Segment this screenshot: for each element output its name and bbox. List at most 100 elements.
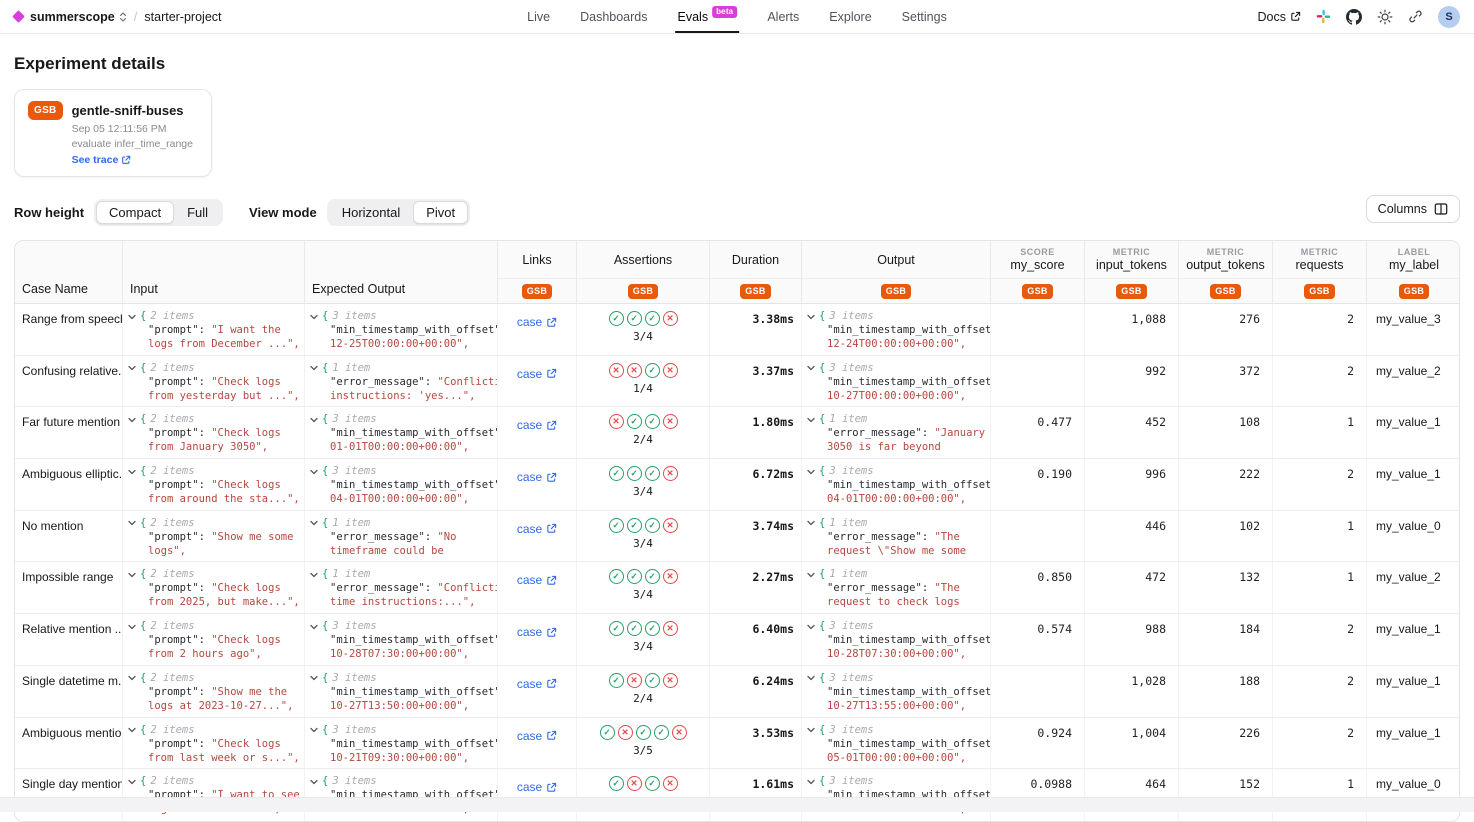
chevron-down-icon[interactable] [807, 313, 815, 320]
chevron-down-icon[interactable] [128, 416, 136, 423]
chevron-down-icon[interactable] [310, 364, 318, 371]
output-cell[interactable]: { 3 items "min_timestamp_with_offset" 05… [802, 769, 991, 821]
output-cell[interactable]: { 3 items "min_timestamp_with_offset" 10… [802, 665, 991, 717]
docs-link[interactable]: Docs [1258, 10, 1301, 24]
chevron-down-icon[interactable] [310, 519, 318, 526]
col-header-my-score[interactable]: SCORE my_score [991, 241, 1085, 279]
case-link[interactable]: case [517, 522, 557, 536]
col-header-links[interactable]: Links [498, 241, 577, 279]
view-mode-pivot-button[interactable]: Pivot [413, 201, 469, 224]
theme-toggle-button[interactable] [1377, 9, 1393, 25]
col-header-input-tokens[interactable]: METRIC input_tokens [1085, 241, 1179, 279]
col-header-output[interactable]: Output [802, 241, 991, 279]
expected-output-cell[interactable]: { 3 items "min_timestamp_with_offset" 10… [305, 717, 498, 769]
expected-output-cell[interactable]: { 1 item "error_message": "Conflicting i… [305, 355, 498, 407]
chevron-down-icon[interactable] [128, 674, 136, 681]
table-row[interactable]: Ambiguous mention { 2 items "prompt": "C… [15, 717, 1459, 770]
col-header-input[interactable]: Input [123, 241, 305, 303]
chevron-down-icon[interactable] [310, 778, 318, 785]
nav-item-dashboards[interactable]: Dashboards [580, 9, 648, 24]
table-row[interactable]: Far future mention { 2 items "prompt": "… [15, 407, 1459, 460]
row-height-full-button[interactable]: Full [174, 201, 221, 224]
output-cell[interactable]: { 3 items "min_timestamp_with_offset" 10… [802, 355, 991, 407]
expected-output-cell[interactable]: { 3 items "min_timestamp_with_offset" 04… [305, 459, 498, 510]
col-header-requests[interactable]: METRIC requests [1273, 241, 1367, 279]
table-row[interactable]: Ambiguous elliptic... { 2 items "prompt"… [15, 459, 1459, 511]
input-cell[interactable]: { 2 items "prompt": "Show me the logs at… [123, 665, 305, 717]
output-cell[interactable]: { 3 items "min_timestamp_with_offset" 10… [802, 614, 991, 665]
expected-output-cell[interactable]: { 3 items "min_timestamp_with_offset" 05… [305, 769, 498, 821]
expected-output-cell[interactable]: { 1 item "error_message": "No timeframe … [305, 510, 498, 562]
output-cell[interactable]: { 3 items "min_timestamp_with_offset" 05… [802, 717, 991, 769]
output-cell[interactable]: { 3 items "min_timestamp_with_offset" 04… [802, 459, 991, 510]
expected-output-cell[interactable]: { 3 items "min_timestamp_with_offset" 10… [305, 665, 498, 717]
chevron-down-icon[interactable] [128, 726, 136, 733]
col-header-duration[interactable]: Duration [710, 241, 802, 279]
case-link[interactable]: case [517, 315, 557, 329]
expected-output-cell[interactable]: { 3 items "min_timestamp_with_offset" 01… [305, 407, 498, 459]
github-button[interactable] [1346, 8, 1362, 25]
output-cell[interactable]: { 1 item "error_message": "The request t… [802, 562, 991, 614]
table-row[interactable]: Confusing relative... { 2 items "prompt"… [15, 355, 1459, 408]
chevron-down-icon[interactable] [128, 364, 136, 371]
output-cell[interactable]: { 3 items "min_timestamp_with_offset" 12… [802, 304, 991, 355]
col-header-my-label[interactable]: LABEL my_label [1367, 241, 1459, 279]
case-link[interactable]: case [517, 677, 557, 691]
output-cell[interactable]: { 1 item "error_message": "The request \… [802, 510, 991, 562]
table-row[interactable]: Single datetime m... { 2 items "prompt":… [15, 665, 1459, 718]
col-header-assertions[interactable]: Assertions [577, 241, 710, 279]
chevron-down-icon[interactable] [128, 468, 136, 475]
case-link[interactable]: case [517, 780, 557, 794]
input-cell[interactable]: { 2 items "prompt": "I want the logs fro… [123, 304, 305, 355]
input-cell[interactable]: { 2 items "prompt": "Check logs from 202… [123, 562, 305, 614]
col-header-case-name[interactable]: Case Name [15, 241, 123, 303]
row-height-compact-button[interactable]: Compact [96, 201, 175, 224]
org-selector[interactable]: summerscope [30, 10, 127, 24]
input-cell[interactable]: { 2 items "prompt": "Check logs from las… [123, 717, 305, 769]
nav-item-alerts[interactable]: Alerts [767, 9, 800, 24]
view-mode-horizontal-button[interactable]: Horizontal [329, 201, 414, 224]
chevron-down-icon[interactable] [310, 571, 318, 578]
horizontal-scrollbar-track[interactable] [0, 797, 1474, 812]
chevron-down-icon[interactable] [807, 416, 815, 423]
chevron-down-icon[interactable] [128, 313, 136, 320]
chevron-down-icon[interactable] [310, 468, 318, 475]
input-cell[interactable]: { 2 items "prompt": "Check logs from aro… [123, 459, 305, 510]
table-row[interactable]: Relative mention ... { 2 items "prompt":… [15, 614, 1459, 666]
nav-item-explore[interactable]: Explore [829, 9, 872, 24]
expected-output-cell[interactable]: { 1 item "error_message": "Conflicting t… [305, 562, 498, 614]
input-cell[interactable]: { 2 items "prompt": "Check logs from Jan… [123, 407, 305, 459]
slack-button[interactable] [1316, 9, 1331, 24]
expected-output-cell[interactable]: { 3 items "min_timestamp_with_offset" 10… [305, 614, 498, 665]
chevron-down-icon[interactable] [807, 623, 815, 630]
nav-item-evals[interactable]: Evals beta [675, 0, 740, 33]
see-trace-link[interactable]: See trace [72, 154, 193, 166]
chevron-down-icon[interactable] [807, 571, 815, 578]
chevron-down-icon[interactable] [310, 313, 318, 320]
chevron-down-icon[interactable] [807, 364, 815, 371]
case-link[interactable]: case [517, 573, 557, 587]
input-cell[interactable]: { 2 items "prompt": "Check logs from yes… [123, 355, 305, 407]
case-link[interactable]: case [517, 418, 557, 432]
share-link-button[interactable] [1408, 9, 1423, 24]
chevron-down-icon[interactable] [310, 416, 318, 423]
input-cell[interactable]: { 2 items "prompt": "Check logs from 2 h… [123, 614, 305, 665]
chevron-down-icon[interactable] [807, 778, 815, 785]
project-name[interactable]: starter-project [144, 9, 222, 24]
chevron-down-icon[interactable] [128, 623, 136, 630]
chevron-down-icon[interactable] [807, 674, 815, 681]
input-cell[interactable]: { 2 items "prompt": "I want to see logs … [123, 769, 305, 821]
case-link[interactable]: case [517, 367, 557, 381]
chevron-down-icon[interactable] [807, 519, 815, 526]
case-link[interactable]: case [517, 470, 557, 484]
user-avatar[interactable]: S [1438, 5, 1460, 28]
table-row[interactable]: Single day mention { 2 items "prompt": "… [15, 769, 1459, 821]
chevron-down-icon[interactable] [128, 571, 136, 578]
table-row[interactable]: No mention { 2 items "prompt": "Show me … [15, 510, 1459, 563]
expected-output-cell[interactable]: { 3 items "min_timestamp_with_offset" 12… [305, 304, 498, 355]
output-cell[interactable]: { 1 item "error_message": "January 3050 … [802, 407, 991, 459]
chevron-down-icon[interactable] [310, 623, 318, 630]
nav-item-settings[interactable]: Settings [901, 9, 947, 24]
chevron-down-icon[interactable] [807, 726, 815, 733]
input-cell[interactable]: { 2 items "prompt": "Show me some logs", [123, 510, 305, 562]
